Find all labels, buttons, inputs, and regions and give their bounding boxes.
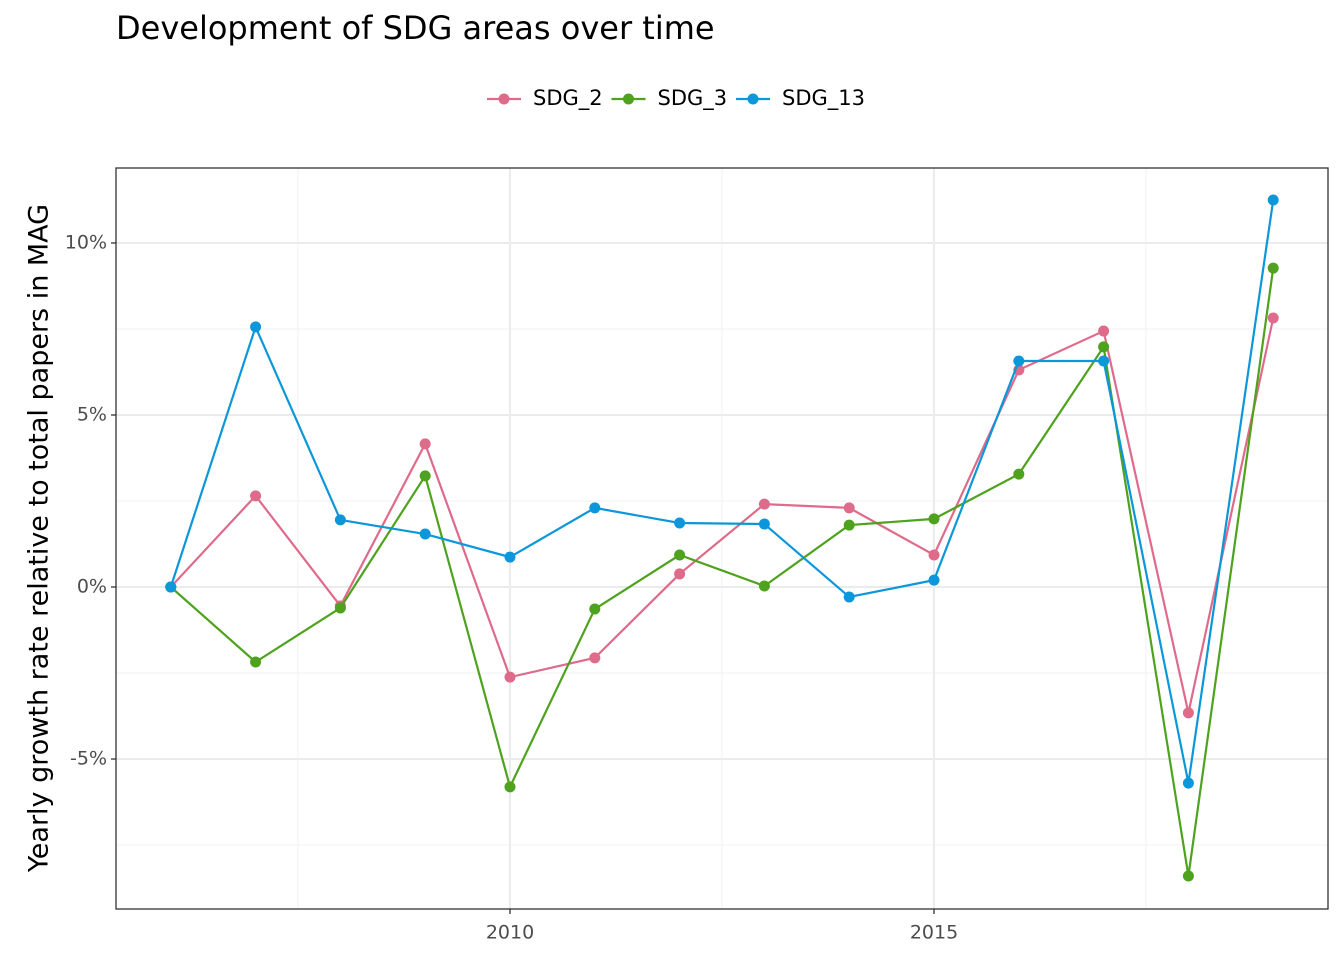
data-point bbox=[1098, 325, 1110, 337]
y-tick-label: 10% bbox=[65, 231, 107, 253]
data-point bbox=[1182, 707, 1194, 719]
data-point bbox=[250, 321, 262, 333]
data-point bbox=[928, 549, 940, 561]
data-point bbox=[1013, 468, 1025, 480]
y-axis-label: Yearly growth rate relative to total pap… bbox=[24, 204, 55, 873]
plot-area bbox=[165, 194, 1279, 882]
x-tick-label: 2010 bbox=[486, 922, 534, 944]
legend-label: SDG_2 bbox=[533, 86, 603, 111]
legend-marker bbox=[498, 93, 510, 105]
data-point bbox=[1182, 870, 1194, 882]
data-point bbox=[419, 528, 431, 540]
data-point bbox=[589, 603, 601, 615]
legend-label: SDG_13 bbox=[782, 86, 865, 111]
data-point bbox=[504, 781, 516, 793]
legend: SDG_2 SDG_3 SDG_13 bbox=[487, 86, 865, 111]
data-point bbox=[250, 656, 262, 668]
data-point bbox=[589, 652, 601, 664]
data-point bbox=[674, 568, 686, 580]
data-point bbox=[1267, 262, 1279, 274]
y-tick-label: -5% bbox=[70, 748, 107, 770]
data-point bbox=[165, 581, 177, 593]
data-point bbox=[843, 519, 855, 531]
y-tick-label: 0% bbox=[77, 576, 107, 598]
data-point bbox=[928, 513, 940, 525]
data-point bbox=[334, 514, 346, 526]
x-tick-label: 2015 bbox=[910, 922, 958, 944]
data-point bbox=[589, 502, 601, 514]
data-point bbox=[758, 580, 770, 592]
series-line bbox=[170, 267, 1275, 877]
data-point bbox=[1098, 341, 1110, 353]
data-point bbox=[1013, 355, 1025, 367]
legend-marker bbox=[623, 93, 634, 105]
data-point bbox=[504, 671, 516, 683]
data-point bbox=[250, 490, 262, 502]
data-point bbox=[758, 498, 770, 510]
data-point bbox=[843, 591, 855, 603]
data-point bbox=[419, 470, 431, 482]
series-line bbox=[169, 317, 1275, 714]
data-point bbox=[928, 574, 940, 586]
data-point bbox=[1098, 355, 1110, 367]
data-point bbox=[674, 549, 686, 561]
data-point bbox=[1182, 777, 1194, 789]
series-line bbox=[169, 199, 1275, 784]
data-point bbox=[674, 517, 686, 529]
data-point bbox=[843, 502, 855, 514]
y-tick-label: 5% bbox=[77, 404, 107, 426]
legend-label: SDG_3 bbox=[658, 86, 728, 111]
data-point bbox=[1267, 312, 1279, 324]
data-point bbox=[419, 438, 431, 450]
data-point bbox=[1267, 194, 1279, 206]
data-point bbox=[758, 518, 770, 530]
panel-border bbox=[115, 167, 1329, 910]
legend-marker bbox=[747, 93, 759, 105]
data-point bbox=[504, 551, 516, 563]
chart-title: Development of SDG areas over time bbox=[116, 9, 715, 47]
data-point bbox=[334, 602, 346, 614]
